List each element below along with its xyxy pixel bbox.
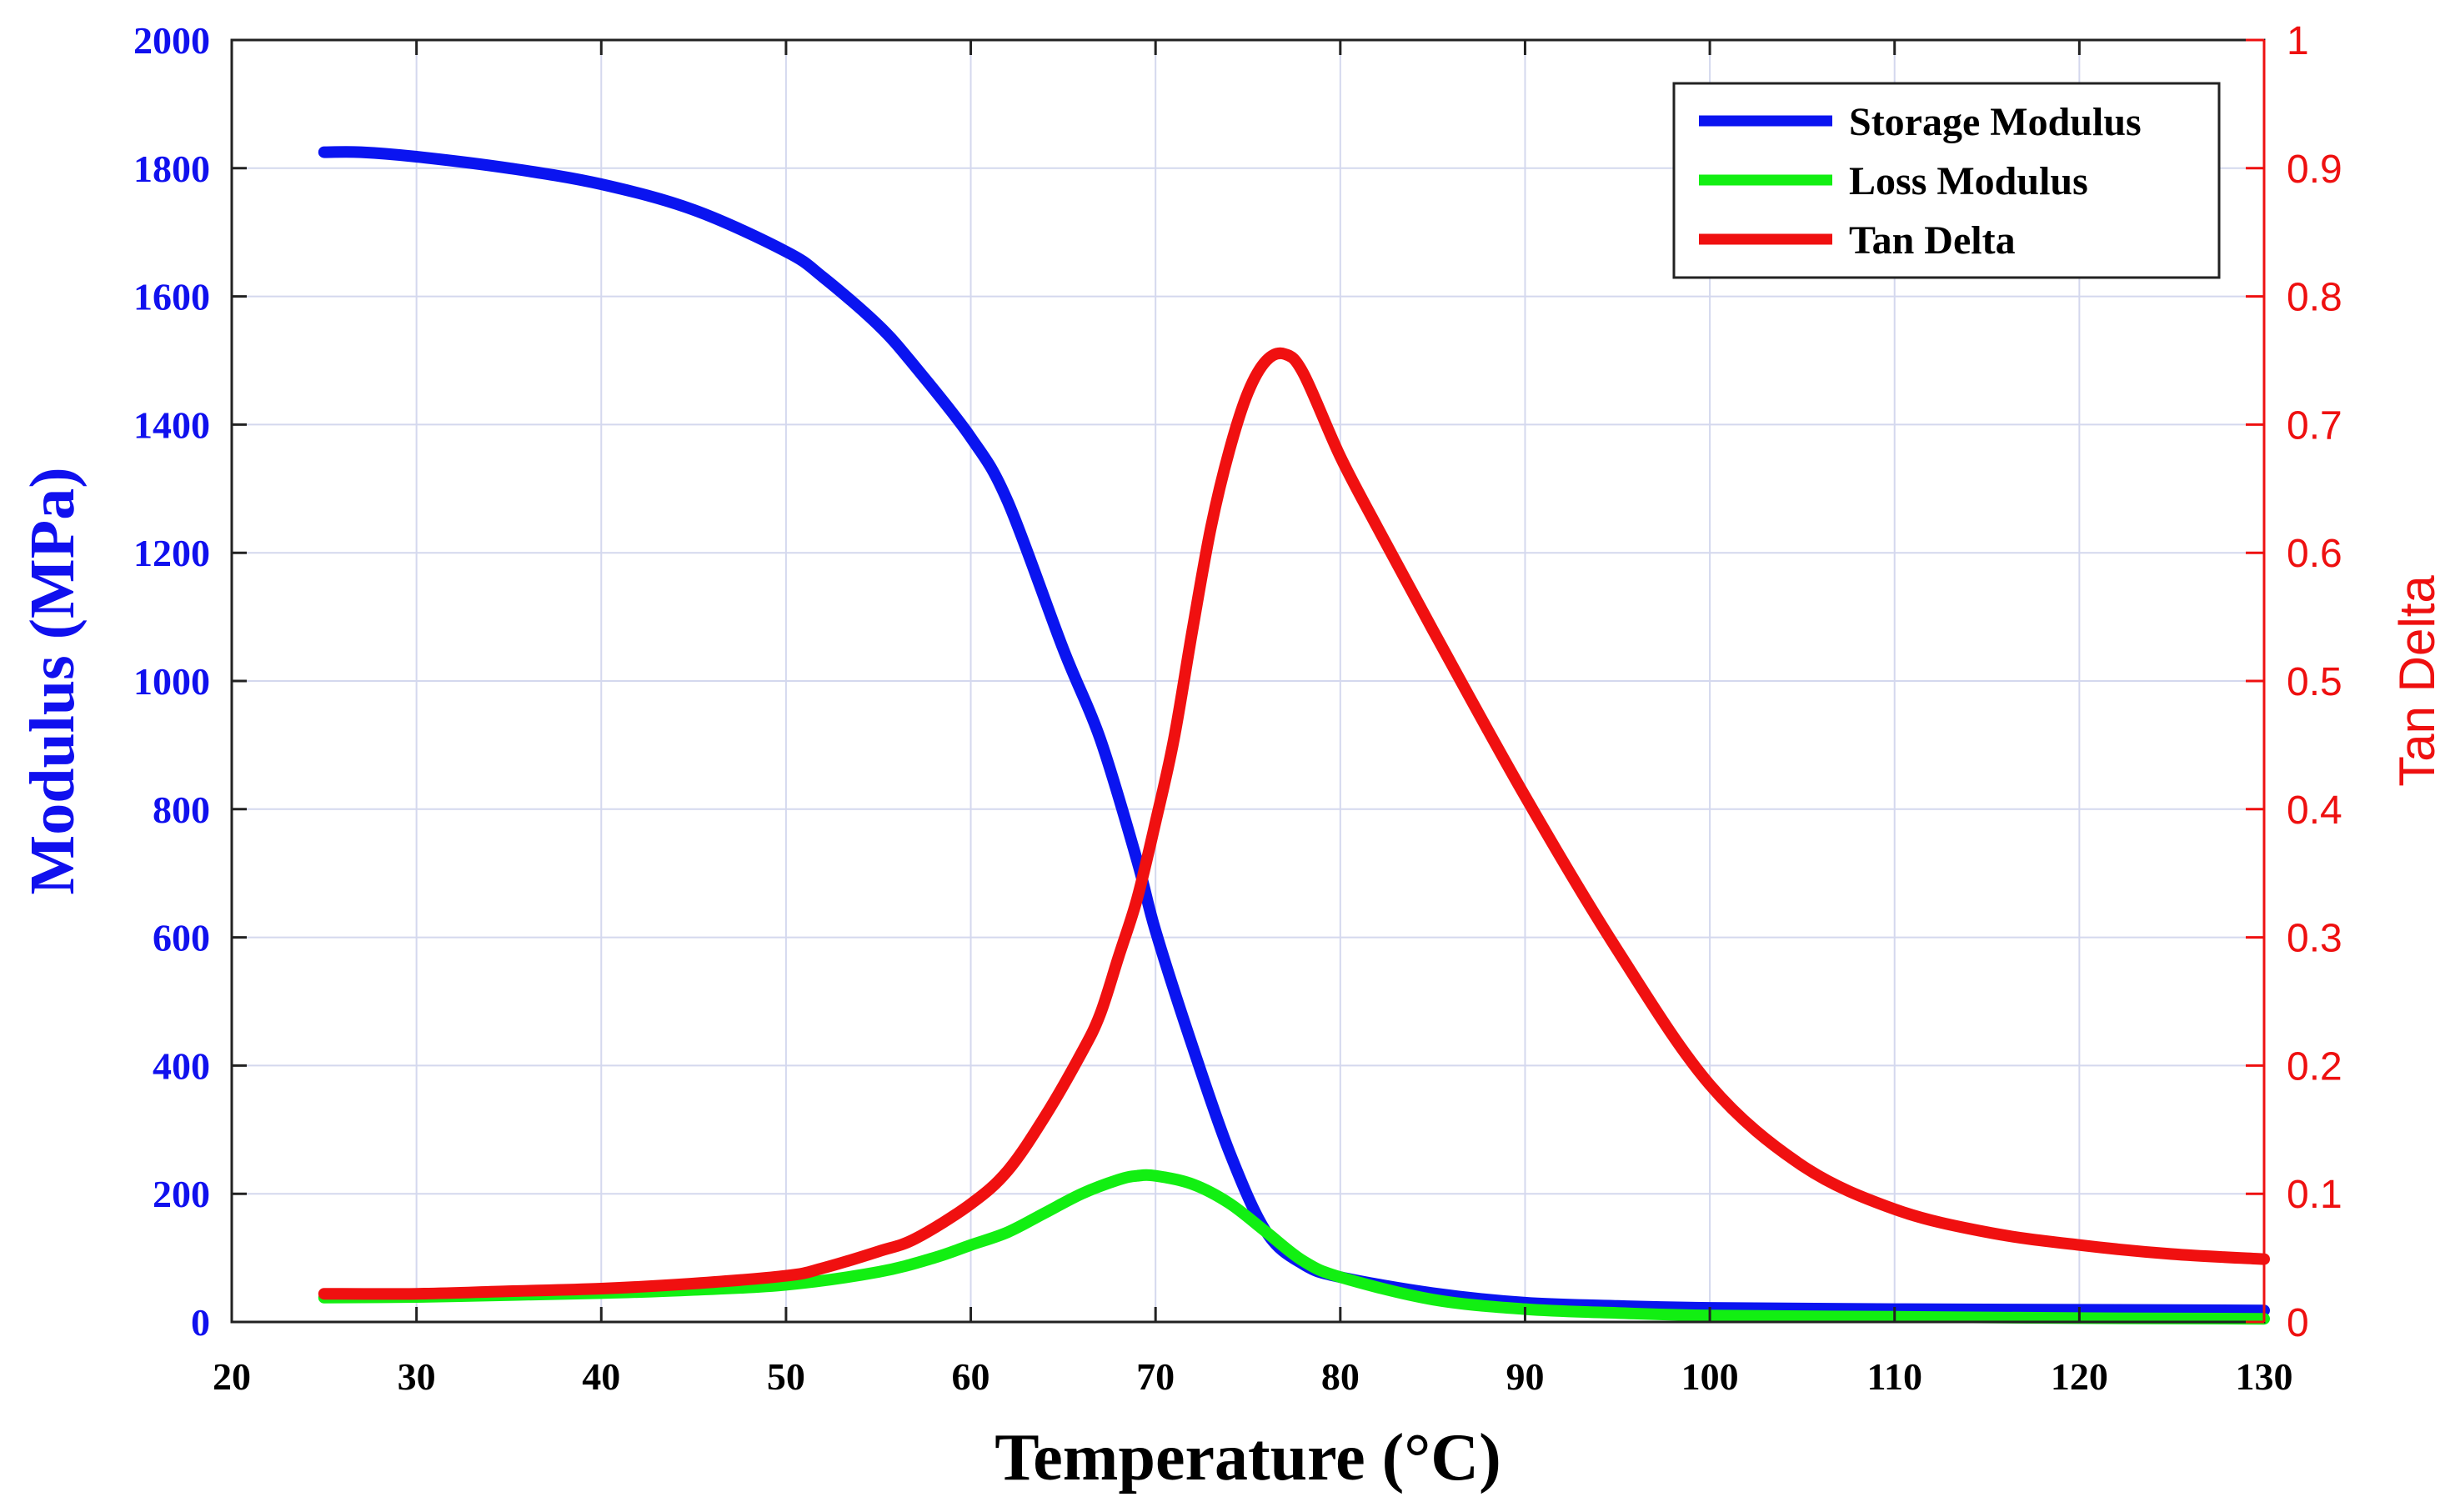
y-tick-label: 2000: [133, 19, 210, 62]
y2-tick-label: 0.4: [2287, 789, 2342, 833]
legend-label-loss-modulus: Loss Modulus: [1849, 159, 2088, 203]
x-axis-label: Temperature (°C): [995, 1421, 1501, 1494]
x-tick-label: 20: [213, 1355, 251, 1398]
y2-tick-label: 0: [2287, 1301, 2309, 1345]
y2-tick-label: 0.9: [2287, 148, 2342, 192]
y-tick-label: 1200: [133, 532, 210, 574]
x-tick-label: 70: [1136, 1355, 1175, 1398]
y-tick-label: 400: [153, 1044, 210, 1087]
x-tick-label: 120: [2051, 1355, 2108, 1398]
y2-axis-label: Tan Delta: [2389, 575, 2445, 787]
legend-label-tan-delta: Tan Delta: [1849, 218, 2016, 263]
y-tick-label: 1800: [133, 148, 210, 190]
y-tick-label: 0: [191, 1301, 210, 1344]
series-line-storage-modulus: [318, 146, 2270, 1317]
y2-tick-label: 0.8: [2287, 276, 2342, 320]
x-tick-label: 130: [2236, 1355, 2293, 1398]
y-tick-label: 1600: [133, 276, 210, 318]
tick-labels: 20 30 40 50 60 70 80 90 100 110 120 130 0 200 400 600 80…: [133, 19, 2342, 1398]
x-tick-label: 80: [1321, 1355, 1360, 1398]
legend: Storage Modulus Loss Modulus Tan Delta: [1672, 82, 2221, 279]
y-tick-label: 200: [153, 1173, 210, 1215]
x-tick-label: 90: [1506, 1355, 1544, 1398]
y2-tick-label: 0.6: [2287, 532, 2342, 576]
x-tick-label: 30: [398, 1355, 436, 1398]
y-tick-label: 1400: [133, 403, 210, 446]
y2-tick-label: 1: [2287, 19, 2309, 63]
y2-tick-label: 0.1: [2287, 1173, 2342, 1217]
y-tick-label: 1000: [133, 660, 210, 703]
y-tick-label: 600: [153, 917, 210, 959]
y2-tick-label: 0.3: [2287, 917, 2342, 961]
x-tick-label: 40: [582, 1355, 620, 1398]
series-line-tan-delta: [318, 347, 2270, 1300]
legend-label-storage-modulus: Storage Modulus: [1849, 100, 2142, 144]
x-tick-label: 110: [1866, 1355, 1921, 1398]
x-tick-label: 50: [767, 1355, 805, 1398]
y2-tick-label: 0.2: [2287, 1044, 2342, 1089]
y-tick-label: 800: [153, 789, 210, 831]
y2-tick-label: 0.5: [2287, 660, 2342, 704]
x-tick-label: 100: [1681, 1355, 1739, 1398]
y-axis-label: Modulus (MPa): [18, 468, 88, 895]
x-tick-label: 60: [952, 1355, 990, 1398]
y2-tick-label: 0.7: [2287, 403, 2342, 448]
